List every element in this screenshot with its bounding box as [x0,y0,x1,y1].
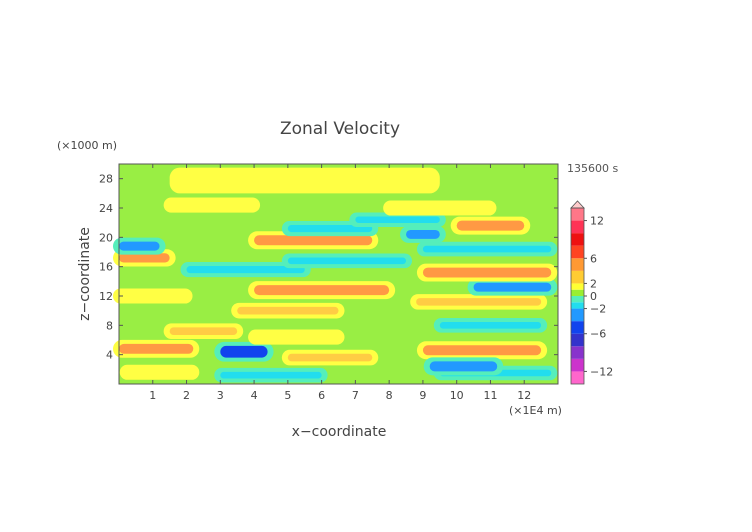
y-unit-label: (×1000 m) [57,139,117,152]
y-tick-label: 24 [99,202,113,215]
y-axis-label: z−coordinate [77,227,93,321]
field-band [169,167,440,194]
field-band [389,204,491,212]
colorbar-segment [571,258,584,271]
field-band [422,245,552,253]
field-band [422,345,542,356]
y-tick-label: 12 [99,290,113,303]
colorbar-tick-label: −2 [590,303,606,316]
colorbar-tick-label: 2 [590,277,597,290]
x-tick-label: 3 [217,389,224,402]
colorbar-segment [571,220,584,234]
field-band [287,257,407,265]
field-band [119,343,194,354]
x-tick-label: 12 [517,389,531,402]
x-unit-label: (×1E4 m) [509,404,562,417]
x-tick-label: 4 [251,389,258,402]
x-tick-label: 8 [386,389,393,402]
colorbar-tick-label: 0 [590,290,597,303]
field-band [254,235,373,246]
colorbar-tick-label: 6 [590,252,597,265]
field-band [406,229,440,239]
colorbar-segment [571,302,584,309]
x-tick-label: 9 [419,389,426,402]
colorbar-segment [571,358,584,372]
colorbar-segment [571,208,584,221]
x-tick-label: 2 [183,389,190,402]
colorbar-tick-label: −12 [590,365,613,378]
y-tick-label: 16 [99,261,113,274]
field-band [169,327,238,335]
x-axis-label: x−coordinate [292,424,387,440]
field-band [125,368,194,376]
x-tick-label: 7 [352,389,359,402]
x-tick-label: 1 [149,389,156,402]
field-band [237,306,339,315]
field-band [439,322,542,329]
x-tick-label: 11 [483,389,497,402]
field-band [119,253,170,263]
field-band [169,201,255,209]
field-band [220,345,268,358]
field-band [456,220,525,231]
x-tick-label: 5 [284,389,291,402]
colorbar: 12 6 20−2 −6 −12 [570,200,613,385]
colorbar-segment [571,270,584,284]
velocity-field [113,164,558,384]
colorbar-segment [571,289,584,296]
x-tick-label: 10 [450,389,464,402]
field-band [186,266,305,274]
colorbar-segment [571,371,584,384]
y-tick-label: 8 [106,319,113,332]
colorbar-segment [571,308,584,322]
y-tick-label: 28 [99,173,113,186]
field-band [254,285,390,296]
y-tick-label: 20 [99,231,113,244]
colorbar-segment [571,296,584,303]
chart-title: Zonal Velocity [280,119,400,139]
plot-frame [118,163,559,385]
colorbar-tick-label: −6 [590,328,606,341]
colorbar-arrow [570,200,585,209]
field-band [416,298,542,306]
field-band [254,333,339,341]
field-band [287,224,373,233]
field-band [119,292,187,300]
field-band [473,282,552,292]
colorbar-tick-label: 12 [590,215,604,228]
field-band [422,267,552,278]
field-band [220,371,322,379]
x-tick-label: 6 [318,389,325,402]
colorbar-segment [571,283,584,290]
colorbar-segment [571,245,584,259]
time-label: 135600 s [567,162,618,175]
field-band [355,216,440,224]
field-band [429,361,498,372]
colorbar-segment [571,333,584,347]
field-band [119,241,160,251]
field-band [287,353,373,362]
colorbar-segment [571,233,584,246]
colorbar-segment [571,321,584,334]
colorbar-segment [571,346,584,359]
y-tick-label: 4 [106,349,113,362]
